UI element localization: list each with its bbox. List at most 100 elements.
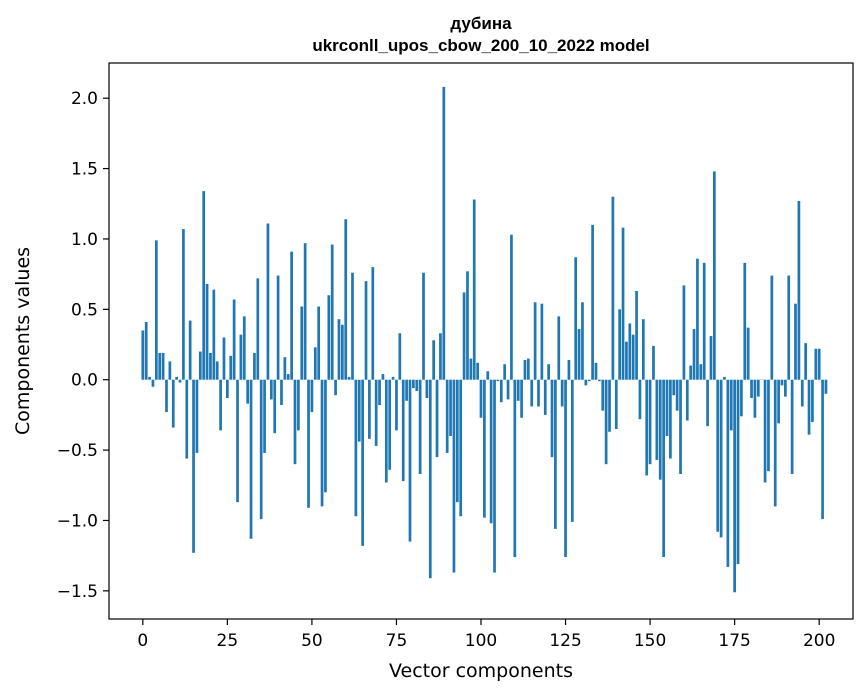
bar	[280, 379, 283, 406]
bar	[198, 351, 202, 380]
bar	[685, 379, 689, 421]
bar	[337, 319, 341, 380]
bar	[209, 352, 212, 380]
bar	[171, 379, 175, 428]
bar	[455, 379, 459, 503]
bar	[577, 329, 581, 380]
x-axis-label: Vector components	[389, 660, 573, 682]
bar	[726, 379, 730, 567]
bar	[567, 360, 571, 380]
bar	[784, 379, 787, 397]
bar	[428, 379, 432, 579]
bar	[608, 379, 611, 432]
bar	[550, 379, 554, 458]
bar	[794, 303, 797, 380]
bar	[658, 379, 662, 480]
bar	[702, 262, 706, 380]
bar	[422, 272, 425, 380]
bar	[222, 337, 226, 380]
y-tick-label: 1.0	[71, 230, 98, 250]
bar	[371, 267, 375, 380]
bar	[807, 379, 811, 435]
bar	[780, 379, 784, 386]
x-tick-label: 50	[301, 631, 323, 651]
bar	[151, 379, 155, 387]
bar	[368, 379, 371, 439]
bar	[249, 379, 253, 539]
bar	[253, 352, 256, 380]
bar	[472, 199, 476, 380]
bar	[286, 374, 290, 380]
y-tick-label: 0.5	[71, 300, 98, 320]
bar	[736, 379, 740, 565]
bar	[733, 379, 736, 593]
bar	[706, 379, 709, 427]
x-tick-label: 0	[137, 631, 148, 651]
bar	[144, 322, 148, 380]
bar	[334, 379, 337, 396]
bar	[320, 379, 324, 507]
bar	[317, 306, 321, 380]
bar	[239, 334, 243, 380]
bar	[486, 371, 490, 380]
y-axis-label: Components values	[12, 247, 34, 435]
bar	[212, 289, 216, 380]
bar	[560, 379, 564, 407]
bar	[175, 376, 178, 380]
bar	[581, 302, 584, 380]
bar	[412, 379, 415, 389]
bar	[445, 379, 449, 453]
bar	[178, 379, 182, 383]
bar	[489, 379, 493, 524]
bar	[520, 379, 523, 418]
bar	[699, 364, 703, 380]
bar	[236, 379, 239, 503]
bar	[449, 379, 452, 437]
bar	[689, 365, 693, 380]
bar	[283, 357, 287, 380]
bar	[182, 229, 185, 380]
bar	[496, 379, 500, 382]
y-tick-label: 2.0	[71, 89, 98, 109]
chart-title-line2: ukrconll_upos_cbow_200_10_2022 model	[312, 36, 649, 55]
y-tick-label: 1.5	[71, 160, 98, 180]
bar	[821, 379, 824, 520]
bar	[205, 283, 209, 380]
bar	[773, 379, 777, 507]
bar	[672, 379, 676, 396]
bar	[439, 333, 442, 380]
bar	[750, 379, 753, 399]
bar	[635, 291, 638, 380]
bar	[631, 334, 635, 380]
bar	[743, 262, 747, 380]
bar	[817, 348, 821, 380]
x-tick-label: 25	[217, 631, 239, 651]
bar	[226, 379, 229, 399]
bar	[313, 347, 317, 380]
y-axis-ticks: 2.0 1.5 1.0 0.5 0.0 −0.5 −1.0 −1.5	[57, 89, 109, 602]
x-tick-label: 175	[718, 631, 750, 651]
bar	[540, 303, 544, 380]
bar	[418, 379, 422, 475]
bar	[564, 379, 567, 558]
bar	[537, 379, 540, 407]
bar	[547, 364, 550, 380]
bar	[587, 379, 591, 382]
bar	[388, 379, 392, 470]
bar	[432, 340, 436, 380]
bar	[723, 376, 726, 380]
bar	[574, 257, 578, 380]
bar	[800, 379, 804, 407]
bar	[557, 316, 561, 380]
bar	[141, 330, 145, 380]
x-tick-label: 125	[549, 631, 581, 651]
bar	[469, 358, 473, 380]
bar	[712, 171, 716, 380]
bar	[797, 200, 801, 380]
bar	[188, 320, 192, 380]
bar	[645, 379, 649, 476]
bar	[696, 258, 699, 380]
bar	[452, 379, 456, 573]
bar	[499, 379, 503, 403]
